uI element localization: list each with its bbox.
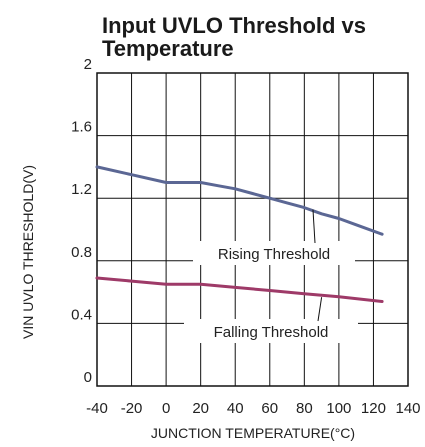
x-tick-label: 80 [296, 400, 313, 417]
annotations: Rising Threshold Falling Threshold [184, 209, 358, 343]
x-tick-label: 0 [162, 400, 170, 417]
x-tick-label: 20 [192, 400, 209, 417]
y-axis-label: VIN UVLO THRESHOLD(V) [20, 165, 36, 339]
x-axis-label: JUNCTION TEMPERATURE(°C) [151, 425, 355, 441]
annotation-leader [317, 297, 323, 322]
y-tick-label: 0 [84, 369, 92, 386]
annotation-background [193, 241, 355, 265]
y-tick-labels: 0 0.4 0.8 1.2 1.6 2 [71, 56, 92, 386]
y-tick-label: 2 [84, 56, 92, 73]
annotation-background [184, 319, 358, 343]
x-tick-label: -20 [121, 400, 143, 417]
series-lines [95, 165, 384, 303]
x-tick-label: 40 [227, 400, 244, 417]
x-tick-labels: -40 -20 0 20 40 60 80 100 120 140 [86, 400, 420, 417]
falling-threshold-line [95, 276, 384, 303]
rising-threshold-line [95, 165, 384, 236]
chart-title-line1: Input UVLO Threshold vs [102, 13, 366, 38]
x-tick-label: 100 [326, 400, 351, 417]
y-tick-label: 0.8 [71, 244, 92, 261]
y-tick-label: 1.2 [71, 181, 92, 198]
x-tick-label: 60 [261, 400, 278, 417]
x-tick-label: -40 [86, 400, 108, 417]
x-tick-label: 120 [361, 400, 386, 417]
y-tick-label: 0.4 [71, 306, 92, 323]
x-tick-label: 140 [395, 400, 420, 417]
chart-title-line2: Temperature [102, 36, 234, 61]
rising-threshold-label: Rising Threshold [218, 246, 330, 263]
falling-threshold-label: Falling Threshold [214, 324, 329, 341]
plot-frame [96, 72, 409, 387]
annotation-leader [312, 209, 316, 244]
y-tick-label: 1.6 [71, 119, 92, 136]
